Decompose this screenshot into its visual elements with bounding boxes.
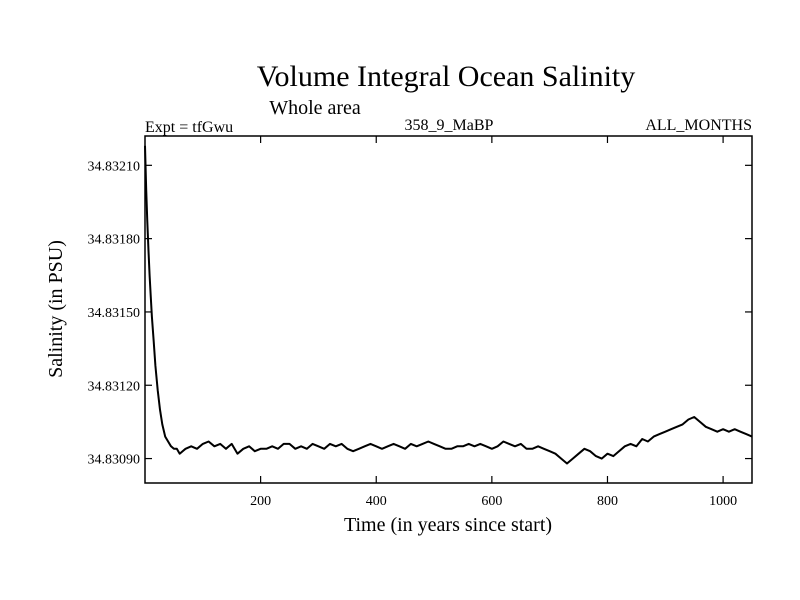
- y-tick-label: 34.83180: [88, 233, 141, 248]
- salinity-series-line: [144, 145, 753, 465]
- x-axis-label: Time (in years since start): [344, 514, 552, 536]
- plot-frame: [144, 135, 753, 484]
- x-tick-label: 1000: [709, 494, 737, 509]
- chart-title: Volume Integral Ocean Salinity: [257, 60, 636, 93]
- x-tick-label: 800: [597, 494, 618, 509]
- y-tick-label: 34.83210: [88, 159, 141, 174]
- y-tick-label: 34.83150: [88, 306, 141, 321]
- y-tick-label: 34.83090: [88, 453, 141, 468]
- x-tick-label: 600: [481, 494, 502, 509]
- x-tick-label: 200: [250, 494, 271, 509]
- y-axis: 34.83090 34.83120 34.83150 34.83180 34.83210: [88, 159, 752, 468]
- x-axis: 200 400 600 800 1000: [250, 136, 737, 509]
- y-tick-label: 34.83120: [88, 379, 141, 394]
- chart-subtitle: Whole area: [269, 97, 361, 119]
- header-months: ALL_MONTHS: [645, 117, 752, 134]
- x-tick-label: 400: [366, 494, 387, 509]
- header-experiment: Expt = tfGwu: [145, 119, 233, 136]
- header-period: 358_9_MaBP: [405, 117, 494, 134]
- y-axis-label: Salinity (in PSU): [45, 240, 67, 378]
